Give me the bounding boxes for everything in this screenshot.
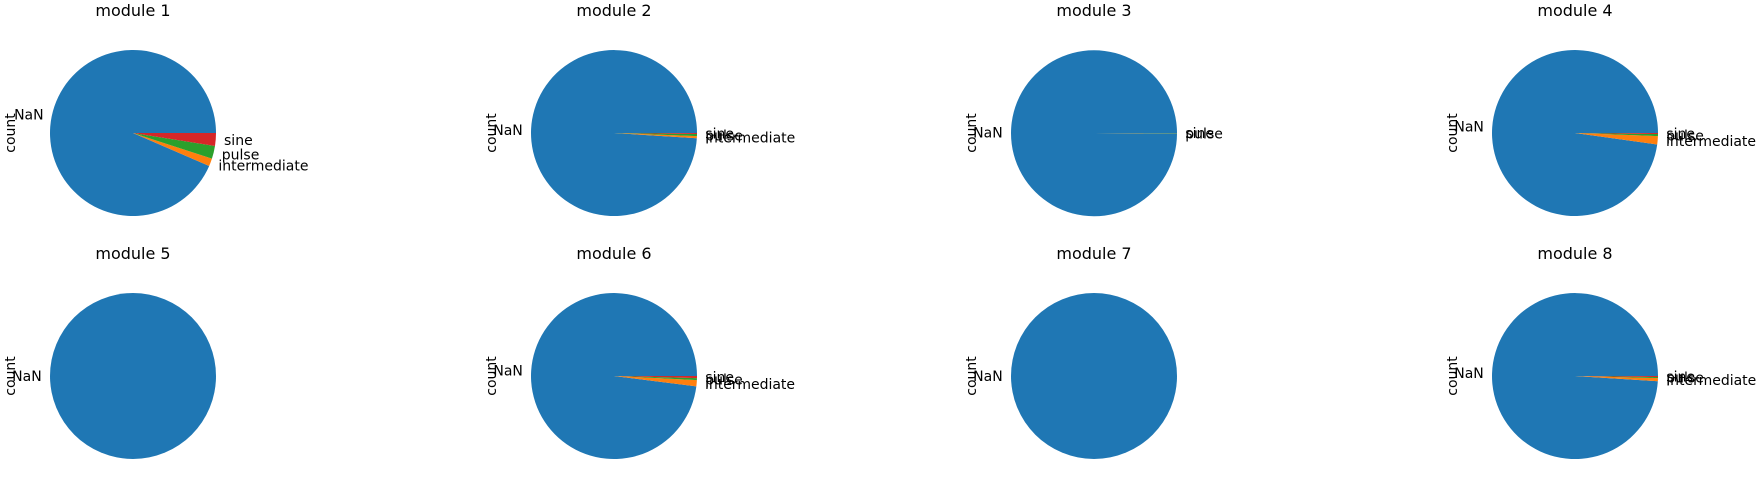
slice-label: NaN — [12, 369, 42, 385]
pie-slice-intermediate — [1575, 133, 1658, 145]
slice-label: NaN — [1454, 120, 1484, 136]
slice-label: intermediate — [705, 131, 795, 147]
subplot-title: module 8 — [1537, 244, 1612, 263]
slice-label: NaN — [1454, 366, 1484, 382]
subplot-title: module 4 — [1537, 1, 1612, 20]
y-axis-label: count — [1445, 113, 1461, 153]
slice-label: NaN — [973, 369, 1003, 385]
slice-label: pulse — [1666, 128, 1704, 144]
pie-slice-nan — [1011, 50, 1177, 217]
y-axis-label: count — [1445, 356, 1461, 396]
subplot-title: module 5 — [95, 244, 170, 263]
pie-slice-nan — [1011, 293, 1177, 459]
slice-label: intermediate — [218, 158, 308, 174]
pie-slice-sine — [1575, 133, 1658, 135]
slice-label: sine — [1185, 126, 1214, 142]
pie-slice-pulse — [1575, 133, 1658, 137]
slice-label: NaN — [493, 363, 523, 379]
slice-label: sine — [705, 370, 734, 386]
pie-slice-nan — [530, 293, 697, 460]
slice-label: sine — [1666, 370, 1695, 386]
pie-slice-nan — [1491, 293, 1658, 460]
subplot-title: module 6 — [576, 244, 651, 263]
slice-label: pulse — [705, 128, 743, 144]
pie-slice-pulse — [614, 376, 697, 381]
subplot-title: module 7 — [1056, 244, 1131, 263]
pie-slice-pulse — [1094, 133, 1178, 134]
y-axis-label: count — [484, 356, 500, 396]
pie-slice-intermediate — [614, 376, 697, 387]
pie-slice-pulse — [133, 133, 215, 159]
slice-label: intermediate — [705, 377, 795, 393]
pie-slice-sine — [1575, 376, 1658, 378]
y-axis-label: count — [484, 113, 500, 153]
slice-label: pulse — [222, 147, 260, 163]
pie-slice-nan — [530, 50, 697, 217]
slice-label: NaN — [493, 123, 523, 139]
subplot-title: module 2 — [576, 1, 651, 20]
pie-slice-pulse — [614, 133, 697, 137]
pie-slice-sine — [614, 376, 697, 379]
pie-slice-sine — [614, 133, 697, 135]
y-axis-label: count — [3, 356, 19, 396]
slice-label: NaN — [14, 107, 44, 123]
y-axis-label: count — [3, 113, 19, 153]
pie-slice-intermediate — [614, 133, 697, 139]
slice-label: pulse — [1666, 371, 1704, 387]
pie-slice-nan — [49, 49, 217, 216]
pie-slice-nan — [50, 293, 216, 459]
slice-label: intermediate — [1666, 134, 1756, 150]
slice-label: sine — [224, 133, 253, 149]
pie-slice-intermediate — [133, 133, 212, 166]
slice-label: intermediate — [1666, 373, 1756, 389]
subplot-title: module 3 — [1056, 1, 1131, 20]
subplot-title: module 1 — [95, 1, 170, 20]
slice-label: pulse — [705, 372, 743, 388]
pie-slice-nan — [1491, 50, 1658, 217]
y-axis-label: count — [964, 113, 980, 153]
slice-label: sine — [705, 127, 734, 143]
y-axis-label: count — [964, 356, 980, 396]
pie-slice-pulse — [1575, 376, 1658, 379]
pie-slice-sine — [133, 133, 216, 146]
pie-slice-intermediate — [1575, 376, 1658, 382]
slice-label: pulse — [1185, 126, 1223, 142]
slice-label: NaN — [973, 126, 1003, 142]
slice-label: sine — [1666, 127, 1695, 143]
